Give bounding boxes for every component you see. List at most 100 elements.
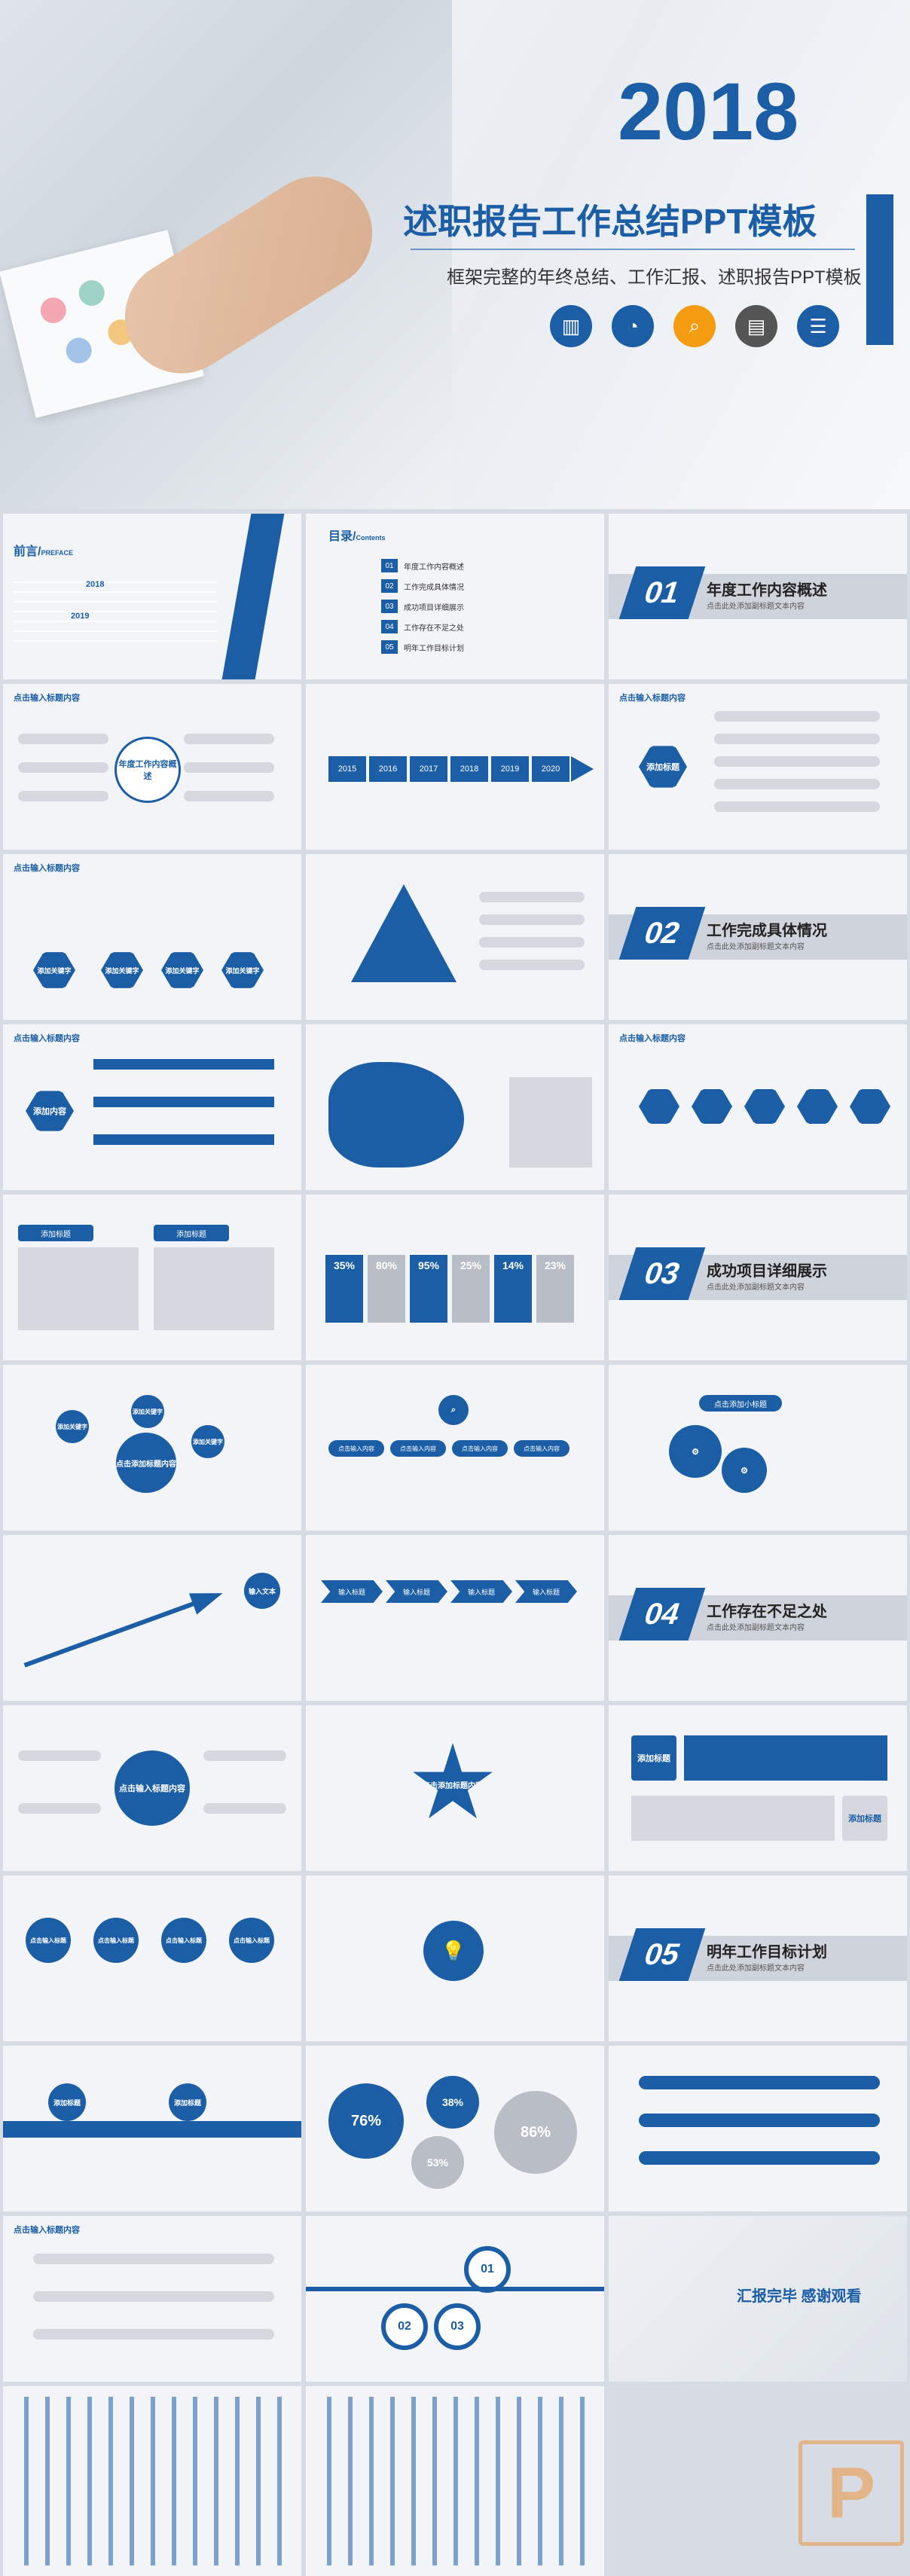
- cover-year: 2018: [618, 66, 799, 157]
- section-title: 明年工作目标计划: [707, 1944, 827, 1961]
- slide-end[interactable]: 汇报完毕 感谢观看: [609, 2216, 907, 2382]
- add-title-box: 添加标题: [842, 1796, 887, 1841]
- clipboard-icon: ☰: [797, 305, 839, 347]
- bar: [18, 791, 108, 801]
- slide-flow[interactable]: 点击输入标题内容: [3, 2216, 301, 2382]
- chevron: 输入标题: [386, 1580, 447, 1603]
- slide-section-04[interactable]: 04 工作存在不足之处 点击此处添加副标题文本内容: [609, 1535, 907, 1701]
- toc-title: 目录/: [328, 530, 356, 543]
- label-pill: 点击输入内容: [390, 1440, 446, 1457]
- slide-center-circle[interactable]: 点击输入标题内容: [3, 1705, 301, 1871]
- slide-preface[interactable]: 前言/PREFACE 2018 2019: [3, 514, 301, 679]
- slide-hex-row[interactable]: 点击输入标题内容: [609, 1024, 907, 1190]
- step-circle: 02: [381, 2303, 428, 2350]
- toc-item[interactable]: 工作完成具体情况: [404, 583, 464, 592]
- percent-row: 35% 80% 95% 25% 14% 23%: [325, 1255, 574, 1323]
- pie-chart-icon: ◔: [612, 305, 654, 347]
- stat-bubble: 38%: [426, 2076, 479, 2129]
- slide-org[interactable]: ⌕ 点击输入内容 点击输入内容 点击输入内容 点击输入内容: [306, 1365, 604, 1531]
- line: [306, 2287, 604, 2291]
- slide-keywords[interactable]: 点击输入标题内容 添加关键字 添加关键字 添加关键字 添加关键字: [3, 854, 301, 1020]
- trophy-icon: 输入文本: [244, 1573, 280, 1609]
- bar: [33, 2254, 274, 2264]
- slide-two-panels[interactable]: 添加标题 添加标题: [3, 1195, 301, 1360]
- hex-icon: [744, 1089, 785, 1124]
- slide-four-circles[interactable]: 点击输入标题 点击输入标题 点击输入标题 点击输入标题: [3, 1876, 301, 2041]
- slide-add-title-list[interactable]: 点击输入标题内容 添加标题: [609, 684, 907, 850]
- toc-item[interactable]: 工作存在不足之处: [404, 624, 464, 633]
- toc-item[interactable]: 成功项目详细展示: [404, 603, 464, 612]
- slide-section-05[interactable]: 05 明年工作目标计划 点击此处添加副标题文本内容: [609, 1876, 907, 2041]
- slide-section-02[interactable]: 02 工作完成具体情况 点击此处添加副标题文本内容: [609, 854, 907, 1020]
- slide-hub[interactable]: 点击添加标题内容 添加关键字 添加关键字 添加关键字: [3, 1365, 301, 1531]
- add-title-hex: 添加标题: [639, 746, 687, 788]
- slide-bubbles[interactable]: 76% 38% 53% 86%: [306, 2046, 604, 2211]
- percent-tile: 95%: [410, 1255, 447, 1323]
- slide-section-01[interactable]: 01 年度工作内容概述 点击此处添加副标题文本内容: [609, 514, 907, 679]
- bar: [93, 1097, 274, 1107]
- year-tag: 2019: [491, 756, 529, 782]
- bar: [18, 734, 108, 744]
- slide-band[interactable]: 添加标题 添加标题: [3, 2046, 301, 2211]
- bar: [479, 914, 585, 925]
- percent-tile: 35%: [325, 1255, 363, 1323]
- lightbulb-icon: 💡: [423, 1921, 484, 1981]
- slide-percent[interactable]: 35% 80% 95% 25% 14% 23%: [306, 1195, 604, 1360]
- slide-add-content[interactable]: 点击输入标题内容 添加内容: [3, 1024, 301, 1190]
- slide-overview[interactable]: 点击输入标题内容 年度工作内容概述: [3, 684, 301, 850]
- slide-timeline[interactable]: 2015 2016 2017 2018 2019 2020: [306, 684, 604, 850]
- cover-icon-row: ▥ ◔ ⌕ ▤ ☰: [550, 305, 839, 347]
- toc-num: 01: [381, 559, 398, 572]
- slide-circle-steps[interactable]: 01 02 03: [306, 2216, 604, 2382]
- bar: [479, 937, 585, 948]
- panel: [154, 1247, 274, 1330]
- bar-chart-icon: ▥: [550, 305, 592, 347]
- gear-icon: ⚙: [722, 1448, 767, 1493]
- add-title-box: 添加标题: [631, 1735, 676, 1781]
- bar: [714, 734, 880, 744]
- magnifier-icon: ⌕: [673, 305, 716, 347]
- section-subtitle: 点击此处添加副标题文本内容: [707, 1283, 805, 1292]
- slide-gears[interactable]: 点击添加小标题 ⚙ ⚙: [609, 1365, 907, 1531]
- percent-tile: 14%: [494, 1255, 532, 1323]
- hub-circle: 点击添加标题内容: [116, 1433, 176, 1493]
- timeline: 2015 2016 2017 2018 2019 2020: [328, 756, 570, 782]
- dot-icon: [76, 277, 108, 309]
- preface-year-2: 2019: [71, 612, 90, 621]
- arrow-icon: [20, 1583, 226, 1676]
- slide-chevrons[interactable]: 输入标题 输入标题 输入标题 输入标题: [306, 1535, 604, 1701]
- bar: [203, 1750, 286, 1761]
- slide-bulb[interactable]: 💡: [306, 1876, 604, 2041]
- slide-add-title-boxes[interactable]: 添加标题 添加标题: [609, 1705, 907, 1871]
- label-pill: 点击输入内容: [452, 1440, 508, 1457]
- title-circle: 点击输入标题: [93, 1918, 139, 1963]
- icon-grid: [14, 2397, 292, 2565]
- china-map-icon: [328, 1062, 464, 1167]
- star-icon: 点击添加标题内容: [413, 1743, 493, 1819]
- slide-bar-list[interactable]: [609, 2046, 907, 2211]
- keyword-hex: 添加关键字: [161, 952, 203, 988]
- slide-section-03[interactable]: 03 成功项目详细展示 点击此处添加副标题文本内容: [609, 1195, 907, 1360]
- chevron: 输入标题: [321, 1580, 383, 1603]
- slide-star[interactable]: 点击添加标题内容: [306, 1705, 604, 1871]
- hand-illustration: [103, 155, 394, 395]
- toc-item[interactable]: 年度工作内容概述: [404, 563, 464, 572]
- section-subtitle: 点击此处添加副标题文本内容: [707, 1964, 805, 1973]
- panel-title: 添加标题: [154, 1225, 229, 1241]
- toc-num: 02: [381, 579, 398, 593]
- slide-pyramid[interactable]: [306, 854, 604, 1020]
- center-circle: 点击输入标题内容: [115, 1750, 190, 1826]
- end-title: 汇报完毕 感谢观看: [737, 2288, 862, 2305]
- chevron: 输入标题: [450, 1580, 512, 1603]
- slide-growth-arrow[interactable]: 输入文本: [3, 1535, 301, 1701]
- toc-item[interactable]: 明年工作目标计划: [404, 644, 464, 653]
- cover-title: 述职报告工作总结PPT模板: [403, 202, 817, 241]
- bar: [714, 756, 880, 767]
- year-tag: 2016: [369, 756, 407, 782]
- step-circle: 01: [464, 2246, 511, 2293]
- slide-header: 点击输入标题内容: [14, 864, 80, 873]
- section-title: 年度工作内容概述: [707, 582, 827, 599]
- search-icon: ⌕: [438, 1395, 469, 1425]
- slide-toc[interactable]: 目录/Contents 01 年度工作内容概述 02 工作完成具体情况 03 成功项目…: [306, 514, 604, 679]
- slide-map[interactable]: [306, 1024, 604, 1190]
